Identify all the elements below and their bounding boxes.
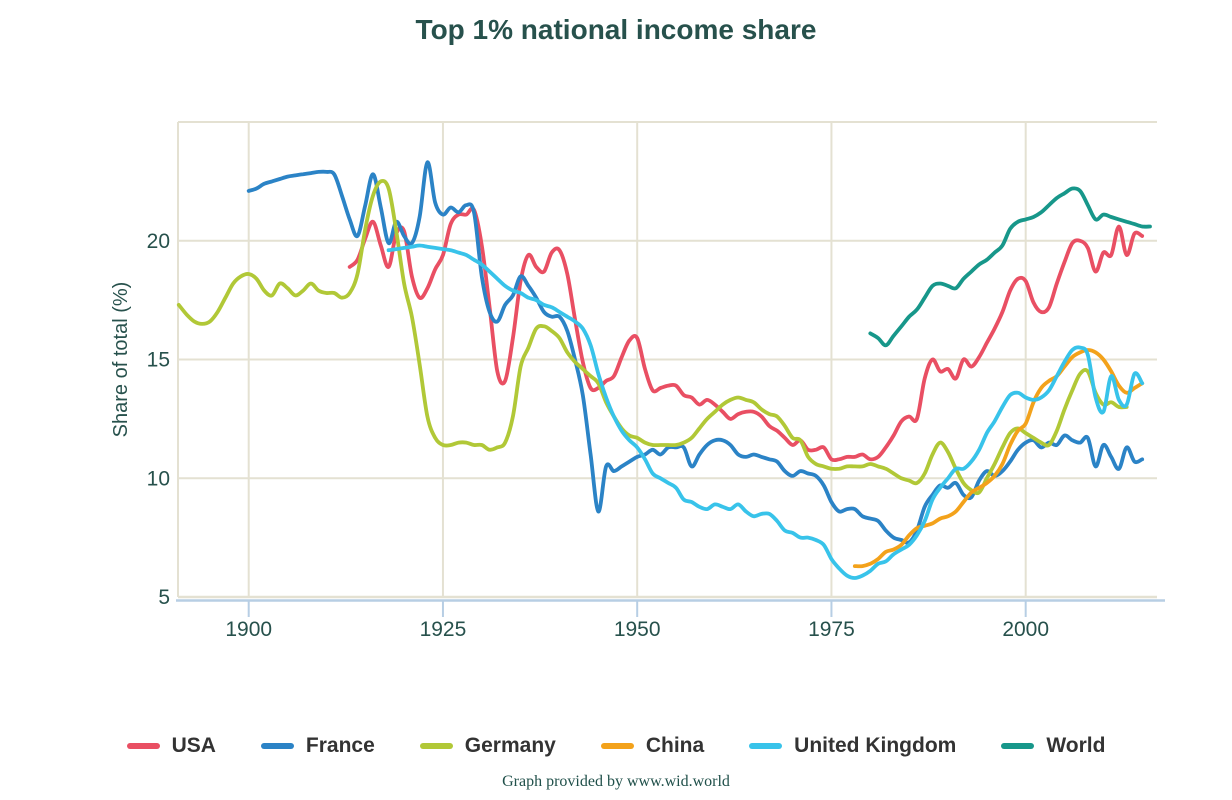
chart-title: Top 1% national income share bbox=[415, 14, 817, 45]
legend-swatch-world bbox=[1001, 743, 1035, 749]
series-line-france bbox=[246, 160, 1145, 545]
y-tick-label-20: 20 bbox=[147, 230, 170, 253]
legend-swatch-china bbox=[600, 743, 634, 749]
series-line-germany bbox=[176, 178, 1129, 496]
legend-label-france: France bbox=[305, 734, 375, 757]
chart-legend: USA France Germany China United Kingdom World bbox=[0, 733, 1232, 759]
x-tick-label-2000: 2000 bbox=[1002, 618, 1049, 641]
x-tick-label-1975: 1975 bbox=[808, 618, 855, 641]
y-axis-title: Share of total (%) bbox=[110, 282, 132, 438]
chart-footer: Graph provided by www.wid.world bbox=[502, 773, 730, 790]
legend-item-germany[interactable]: Germany bbox=[419, 733, 556, 759]
legend-swatch-germany bbox=[419, 743, 453, 749]
legend-label-usa: USA bbox=[171, 734, 216, 757]
series-line-usa bbox=[347, 206, 1145, 463]
legend-label-united-kingdom: United Kingdom bbox=[794, 734, 957, 757]
y-tick-label-5: 5 bbox=[158, 586, 170, 609]
legend-swatch-united-kingdom bbox=[749, 743, 783, 749]
legend-swatch-usa bbox=[126, 743, 160, 749]
series-line-world bbox=[868, 186, 1152, 348]
series-line-united-kingdom bbox=[386, 243, 1145, 580]
legend-item-france[interactable]: France bbox=[260, 733, 375, 759]
y-tick-label-15: 15 bbox=[147, 349, 170, 372]
legend-item-china[interactable]: China bbox=[600, 733, 705, 759]
legend-swatch-france bbox=[260, 743, 294, 749]
legend-item-world[interactable]: World bbox=[1001, 733, 1105, 759]
legend-item-usa[interactable]: USA bbox=[126, 733, 216, 759]
legend-label-world: World bbox=[1046, 734, 1106, 757]
x-tick-label-1950: 1950 bbox=[614, 618, 661, 641]
legend-item-united-kingdom[interactable]: United Kingdom bbox=[749, 733, 956, 759]
x-tick-label-1925: 1925 bbox=[420, 618, 467, 641]
x-tick-label-1900: 1900 bbox=[225, 618, 272, 641]
legend-label-china: China bbox=[645, 734, 705, 757]
y-tick-label-10: 10 bbox=[147, 467, 170, 490]
legend-label-germany: Germany bbox=[464, 734, 556, 757]
series-line-china bbox=[852, 348, 1145, 569]
